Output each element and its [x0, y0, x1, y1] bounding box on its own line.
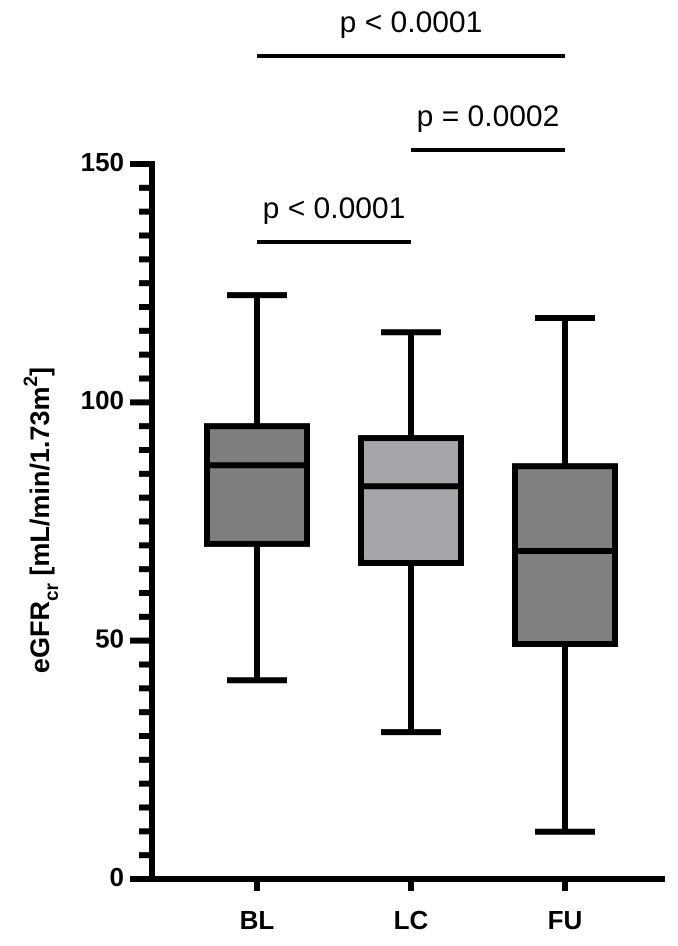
- significance-label: p < 0.0001: [263, 192, 406, 225]
- x-tick-label: LC: [394, 905, 429, 935]
- y-label-sup: 2: [21, 376, 42, 387]
- x-tick-label: FU: [548, 905, 583, 935]
- y-tick-label: 50: [95, 624, 124, 654]
- box: [358, 435, 464, 566]
- y-tick-label: 100: [81, 385, 124, 415]
- y-tick-label: 0: [110, 862, 124, 892]
- significance-label: p = 0.0002: [417, 100, 560, 133]
- y-tick-label: 150: [81, 147, 124, 177]
- box: [204, 423, 310, 547]
- y-label-close: ]: [25, 367, 55, 376]
- y-label-unit: [mL/min/1.73m: [25, 387, 55, 584]
- x-tick-label: BL: [240, 905, 275, 935]
- y-label-sub: cr: [42, 582, 63, 601]
- significance-label: p < 0.0001: [340, 6, 483, 39]
- y-label-main: eGFR: [25, 601, 55, 673]
- y-axis-label: eGFRcr [mL/min/1.73m2]: [21, 367, 63, 673]
- box: [512, 463, 618, 648]
